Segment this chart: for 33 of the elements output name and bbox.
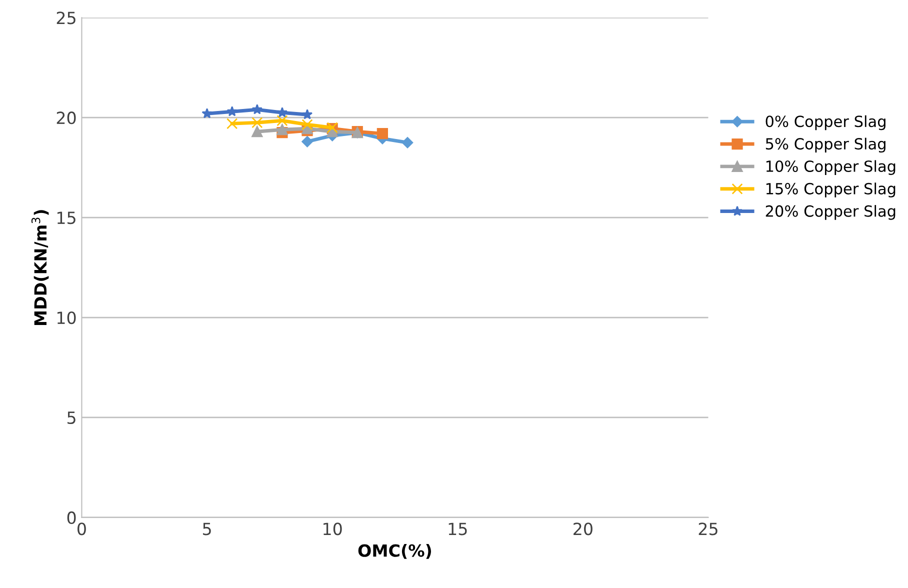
y-axis-title: MDD(KN/m$^{3}$) xyxy=(31,210,49,326)
point xyxy=(302,119,313,130)
legend-label: 20% Copper Slag xyxy=(766,205,896,220)
x-axis-title: OMC(%) xyxy=(358,544,432,559)
x-tick-label: 10 xyxy=(324,522,342,536)
x-tick-label: 5 xyxy=(203,522,211,536)
legend-label: 0% Copper Slag xyxy=(766,115,886,130)
point xyxy=(402,136,414,148)
y-tick-label: 0 xyxy=(67,511,76,524)
x-tick-label: 15 xyxy=(448,522,467,536)
y-tick-label: 15 xyxy=(57,212,76,224)
point xyxy=(252,104,262,114)
point xyxy=(252,117,263,128)
point xyxy=(252,126,263,138)
x-tick-label: 20 xyxy=(574,522,592,536)
y-tick-label: 25 xyxy=(56,12,76,24)
y-tick-label: 5 xyxy=(68,412,76,424)
point xyxy=(276,124,288,136)
point xyxy=(302,109,313,120)
point xyxy=(226,118,238,130)
y-tick-label: 20 xyxy=(56,112,76,124)
x-tick-label: 0 xyxy=(78,522,86,536)
point xyxy=(276,115,288,126)
legend-label: 10% Copper Slag xyxy=(766,160,896,175)
point xyxy=(276,107,288,118)
point xyxy=(376,128,388,140)
point xyxy=(226,106,238,116)
y-tick-label: 10 xyxy=(57,311,76,324)
legend-label: 15% Copper Slag xyxy=(766,182,896,198)
legend-label: 5% Copper Slag xyxy=(766,138,886,153)
point xyxy=(202,108,212,118)
point xyxy=(302,136,313,148)
x-tick-label: 25 xyxy=(698,522,718,536)
